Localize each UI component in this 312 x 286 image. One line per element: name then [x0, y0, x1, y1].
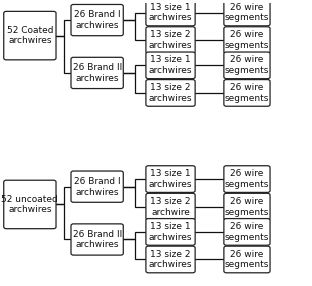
FancyBboxPatch shape	[224, 80, 270, 106]
Text: 13 size 1
archwires: 13 size 1 archwires	[149, 3, 192, 22]
Text: 26 Brand II
archwires: 26 Brand II archwires	[72, 63, 122, 83]
Text: 52 Coated
archwires: 52 Coated archwires	[7, 26, 53, 45]
FancyBboxPatch shape	[224, 193, 270, 220]
Text: 52 uncoated
archwires: 52 uncoated archwires	[2, 194, 58, 214]
Text: 26 wire
segments: 26 wire segments	[225, 222, 269, 242]
FancyBboxPatch shape	[4, 180, 56, 229]
FancyBboxPatch shape	[224, 166, 270, 192]
Text: 26 wire
segments: 26 wire segments	[225, 83, 269, 103]
FancyBboxPatch shape	[224, 246, 270, 273]
FancyBboxPatch shape	[146, 0, 195, 26]
FancyBboxPatch shape	[71, 57, 123, 89]
Text: 26 wire
segments: 26 wire segments	[225, 30, 269, 50]
FancyBboxPatch shape	[224, 52, 270, 79]
Text: 26 Brand I
archwires: 26 Brand I archwires	[74, 10, 120, 30]
FancyBboxPatch shape	[146, 27, 195, 53]
FancyBboxPatch shape	[71, 5, 123, 36]
Text: 13 size 2
archwires: 13 size 2 archwires	[149, 83, 192, 103]
Text: 26 wire
segments: 26 wire segments	[225, 197, 269, 217]
FancyBboxPatch shape	[224, 219, 270, 245]
Text: 26 wire
segments: 26 wire segments	[225, 169, 269, 189]
FancyBboxPatch shape	[146, 52, 195, 79]
FancyBboxPatch shape	[71, 171, 123, 202]
Text: 13 size 1
archwires: 13 size 1 archwires	[149, 169, 192, 189]
Text: 13 size 1
archwires: 13 size 1 archwires	[149, 222, 192, 242]
Text: 13 size 2
archwire: 13 size 2 archwire	[150, 197, 191, 217]
FancyBboxPatch shape	[146, 166, 195, 192]
FancyBboxPatch shape	[146, 193, 195, 220]
FancyBboxPatch shape	[224, 27, 270, 53]
Text: 26 wire
segments: 26 wire segments	[225, 3, 269, 22]
Text: 13 size 2
archwires: 13 size 2 archwires	[149, 30, 192, 50]
Text: 13 size 1
archwires: 13 size 1 archwires	[149, 55, 192, 75]
Text: 26 wire
segments: 26 wire segments	[225, 250, 269, 269]
FancyBboxPatch shape	[224, 0, 270, 26]
Text: 13 size 2
archwires: 13 size 2 archwires	[149, 250, 192, 269]
Text: 26 Brand I
archwires: 26 Brand I archwires	[74, 177, 120, 196]
Text: 26 Brand II
archwires: 26 Brand II archwires	[72, 230, 122, 249]
FancyBboxPatch shape	[4, 11, 56, 60]
FancyBboxPatch shape	[71, 224, 123, 255]
Text: 26 wire
segments: 26 wire segments	[225, 55, 269, 75]
FancyBboxPatch shape	[146, 80, 195, 106]
FancyBboxPatch shape	[146, 246, 195, 273]
FancyBboxPatch shape	[146, 219, 195, 245]
